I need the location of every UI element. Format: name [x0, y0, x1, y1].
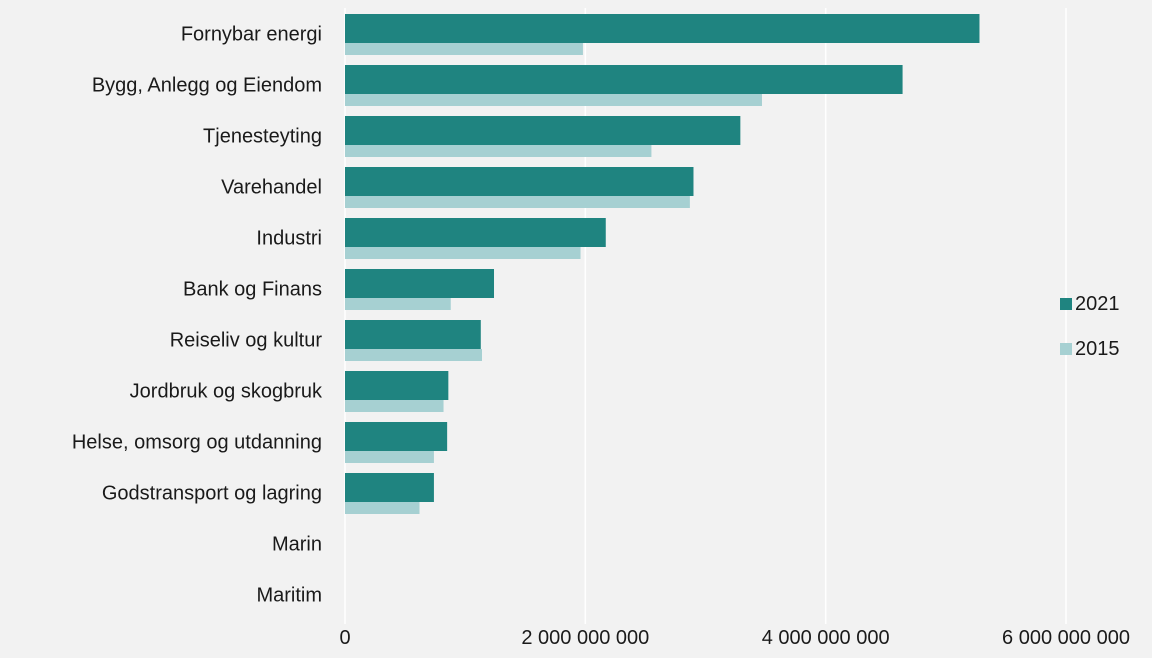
bar-2015-8 — [345, 451, 434, 463]
category-label: Industri — [256, 228, 322, 250]
x-tick-label: 0 — [339, 627, 350, 649]
bar-2015-0 — [345, 43, 583, 55]
legend-swatch-2021 — [1060, 298, 1072, 310]
bar-2015-4 — [345, 247, 581, 259]
bar-2021-6 — [345, 320, 481, 349]
legend-label-2021: 2021 — [1075, 293, 1120, 315]
x-axis-tick-labels: 0 2 000 000 000 4 000 000 000 6 000 000 000 — [339, 627, 1130, 649]
x-tick-label: 6 000 000 000 — [1002, 627, 1130, 649]
category-label: Maritim — [256, 585, 322, 607]
bar-2015-2 — [345, 145, 652, 157]
category-label: Bygg, Anlegg og Eiendom — [92, 75, 322, 97]
x-tick-label: 4 000 000 000 — [762, 627, 890, 649]
bar-2021-9 — [345, 473, 434, 502]
legend: 2021 2015 — [1060, 293, 1120, 360]
bars — [345, 14, 980, 514]
bar-2015-3 — [345, 196, 690, 208]
bar-2021-0 — [345, 14, 980, 43]
category-labels: Fornybar energi Bygg, Anlegg og Eiendom Tj… — [72, 24, 323, 607]
category-label: Reiseliv og kultur — [170, 330, 323, 352]
bar-2021-4 — [345, 218, 606, 247]
bar-2021-2 — [345, 116, 741, 145]
bar-2015-1 — [345, 94, 762, 106]
bar-2015-6 — [345, 349, 482, 361]
legend-label-2015: 2015 — [1075, 338, 1120, 360]
bar-2021-7 — [345, 371, 449, 400]
category-label: Tjenesteyting — [203, 126, 322, 148]
bar-2021-1 — [345, 65, 903, 94]
category-label: Jordbruk og skogbruk — [130, 381, 323, 403]
category-label: Helse, omsorg og utdanning — [72, 432, 322, 454]
category-label: Godstransport og lagring — [102, 483, 322, 505]
bar-2015-9 — [345, 502, 420, 514]
bar-2021-8 — [345, 422, 448, 451]
bar-2015-5 — [345, 298, 451, 310]
category-label: Varehandel — [221, 177, 322, 199]
category-label: Bank og Finans — [183, 279, 322, 301]
bar-2021-3 — [345, 167, 694, 196]
legend-swatch-2015 — [1060, 343, 1072, 355]
gridlines — [344, 8, 1067, 624]
category-label: Marin — [272, 534, 322, 556]
category-label: Fornybar energi — [181, 24, 322, 46]
bar-2021-5 — [345, 269, 495, 298]
x-tick-label: 2 000 000 000 — [521, 627, 649, 649]
bar-2015-7 — [345, 400, 444, 412]
